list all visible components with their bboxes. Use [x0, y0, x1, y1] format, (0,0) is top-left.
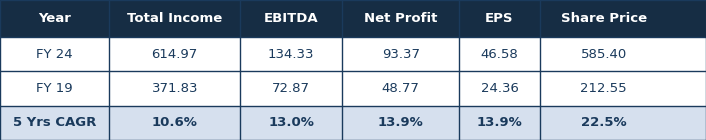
Text: 48.77: 48.77 — [382, 82, 419, 95]
Text: 134.33: 134.33 — [268, 48, 314, 61]
Bar — [0, 106, 706, 140]
Text: 46.58: 46.58 — [481, 48, 518, 61]
Bar — [0, 0, 706, 37]
Text: Total Income: Total Income — [127, 12, 222, 25]
Text: 13.9%: 13.9% — [477, 116, 522, 129]
Text: 585.40: 585.40 — [580, 48, 627, 61]
Text: FY 24: FY 24 — [37, 48, 73, 61]
Text: 371.83: 371.83 — [152, 82, 198, 95]
Text: 24.36: 24.36 — [481, 82, 518, 95]
Text: EPS: EPS — [485, 12, 514, 25]
Text: Net Profit: Net Profit — [364, 12, 437, 25]
Text: 13.0%: 13.0% — [268, 116, 314, 129]
Text: FY 19: FY 19 — [37, 82, 73, 95]
Text: 22.5%: 22.5% — [581, 116, 626, 129]
Text: Share Price: Share Price — [561, 12, 647, 25]
Text: Year: Year — [38, 12, 71, 25]
Text: EBITDA: EBITDA — [264, 12, 318, 25]
Text: 5 Yrs CAGR: 5 Yrs CAGR — [13, 116, 97, 129]
Bar — [0, 37, 706, 71]
Bar — [0, 71, 706, 106]
Text: 13.9%: 13.9% — [378, 116, 424, 129]
Text: 212.55: 212.55 — [580, 82, 627, 95]
Text: 72.87: 72.87 — [273, 82, 310, 95]
Text: 93.37: 93.37 — [382, 48, 419, 61]
Text: 10.6%: 10.6% — [152, 116, 198, 129]
Text: 614.97: 614.97 — [152, 48, 198, 61]
